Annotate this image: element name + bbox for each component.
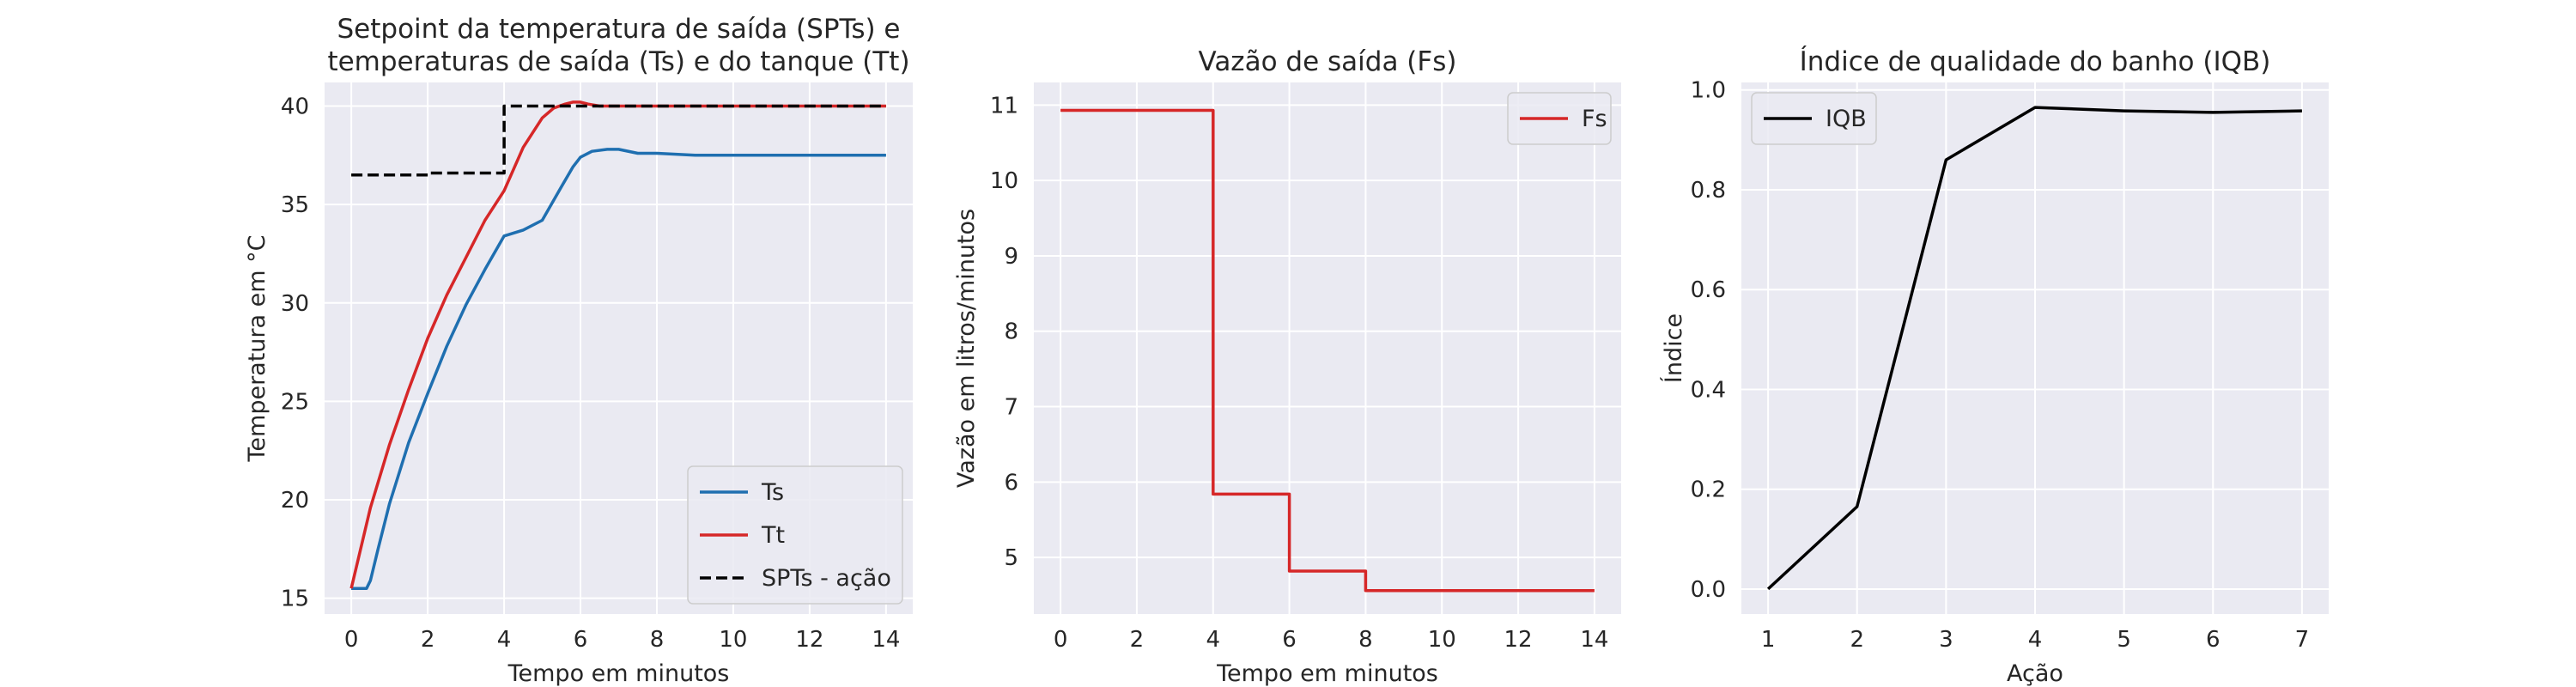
chart-2: 0 2 4 6 8 10 12 14 5 6 7 8 9 10 11 Vazão de saída (Fs) T… [953, 46, 1621, 687]
legend-label: Tt [761, 522, 785, 549]
y-tick-label: 11 [990, 93, 1018, 119]
y-tick-label: 9 [1004, 244, 1018, 270]
y-tick-label: 0.0 [1691, 577, 1726, 603]
series-line-fs [1060, 108, 1595, 593]
legend-label: Fs [1582, 106, 1607, 132]
legend: IQB [1751, 92, 1877, 145]
x-tick-label: 1 [1761, 627, 1776, 653]
y-tick-label: 0.8 [1691, 178, 1726, 204]
series-line-spts-a-o [351, 104, 886, 177]
y-tick-label: 40 [281, 94, 309, 120]
x-tick-label: 4 [497, 627, 512, 653]
y-axis-label: Índice [1660, 313, 1687, 383]
legend: Ts Tt SPTs - ação [687, 465, 903, 605]
legend-label: IQB [1826, 106, 1867, 132]
x-tick-label: 4 [2028, 627, 2043, 653]
x-tick-label: 4 [1206, 627, 1220, 653]
y-tick-label: 7 [1004, 395, 1018, 421]
y-tick-label: 5 [1004, 545, 1018, 571]
y-tick-label: 35 [281, 192, 309, 218]
legend-box [1751, 92, 1877, 145]
x-tick-label: 0 [344, 627, 359, 653]
legend-label: SPTs - ação [762, 565, 891, 592]
x-tick-label: 10 [1428, 627, 1456, 653]
x-tick-label: 2 [421, 627, 435, 653]
y-axis-label: Vazão em litros/minutos [953, 209, 980, 488]
x-tick-label: 12 [1504, 627, 1533, 653]
x-axis-label: Ação [2007, 660, 2063, 687]
chart-title: Vazão de saída (Fs) [1199, 46, 1457, 77]
x-tick-label: 5 [2117, 627, 2131, 653]
y-tick-label: 15 [281, 587, 309, 612]
x-tick-label: 10 [719, 627, 747, 653]
y-tick-label: 1.0 [1691, 78, 1726, 104]
x-tick-label: 8 [650, 627, 665, 653]
chart-title: temperaturas de saída (Ts) e do tanque (… [327, 46, 909, 77]
chart-1: 0 2 4 6 8 10 12 14 15 20 25 30 35 40 Setpoint da tempe… [244, 14, 913, 687]
y-tick-label: 0.4 [1691, 377, 1726, 403]
x-tick-label: 6 [1282, 627, 1297, 653]
x-tick-label: 12 [795, 627, 823, 653]
x-tick-label: 14 [872, 627, 900, 653]
y-tick-label: 20 [281, 488, 309, 514]
plot-area [1034, 82, 1621, 614]
x-tick-label: 2 [1850, 627, 1864, 653]
chart-title: Setpoint da temperatura de saída (SPTs) … [337, 14, 901, 45]
x-tick-label: 6 [574, 627, 588, 653]
x-axis-label: Tempo em minutos [1216, 660, 1438, 687]
chart-title: Índice de qualidade do banho (IQB) [1800, 46, 2271, 77]
y-axis-label: Temperatura em °C [244, 235, 270, 463]
y-tick-label: 0.2 [1691, 477, 1726, 503]
x-tick-label: 6 [2206, 627, 2221, 653]
y-tick-label: 0.6 [1691, 277, 1726, 303]
x-tick-label: 14 [1580, 627, 1608, 653]
y-tick-label: 6 [1004, 470, 1018, 495]
x-tick-label: 3 [1939, 627, 1953, 653]
series-line-ts [351, 148, 886, 590]
x-tick-label: 0 [1054, 627, 1068, 653]
x-tick-label: 8 [1358, 627, 1373, 653]
x-axis-label: Tempo em minutos [507, 660, 730, 687]
legend: Fs [1507, 92, 1612, 145]
x-tick-label: 2 [1130, 627, 1145, 653]
y-tick-label: 30 [281, 291, 309, 317]
y-tick-label: 10 [990, 168, 1018, 194]
x-tick-label: 7 [2295, 627, 2310, 653]
y-tick-label: 25 [281, 389, 309, 415]
y-tick-label: 8 [1004, 319, 1018, 345]
legend-box [687, 465, 903, 605]
chart-3: 1 2 3 4 5 6 7 0.0 0.2 0.4 0.6 0.8 1.0 Índice de quali… [1660, 46, 2329, 687]
series-line-iqb [1766, 106, 2302, 591]
legend-label: Ts [761, 479, 784, 506]
